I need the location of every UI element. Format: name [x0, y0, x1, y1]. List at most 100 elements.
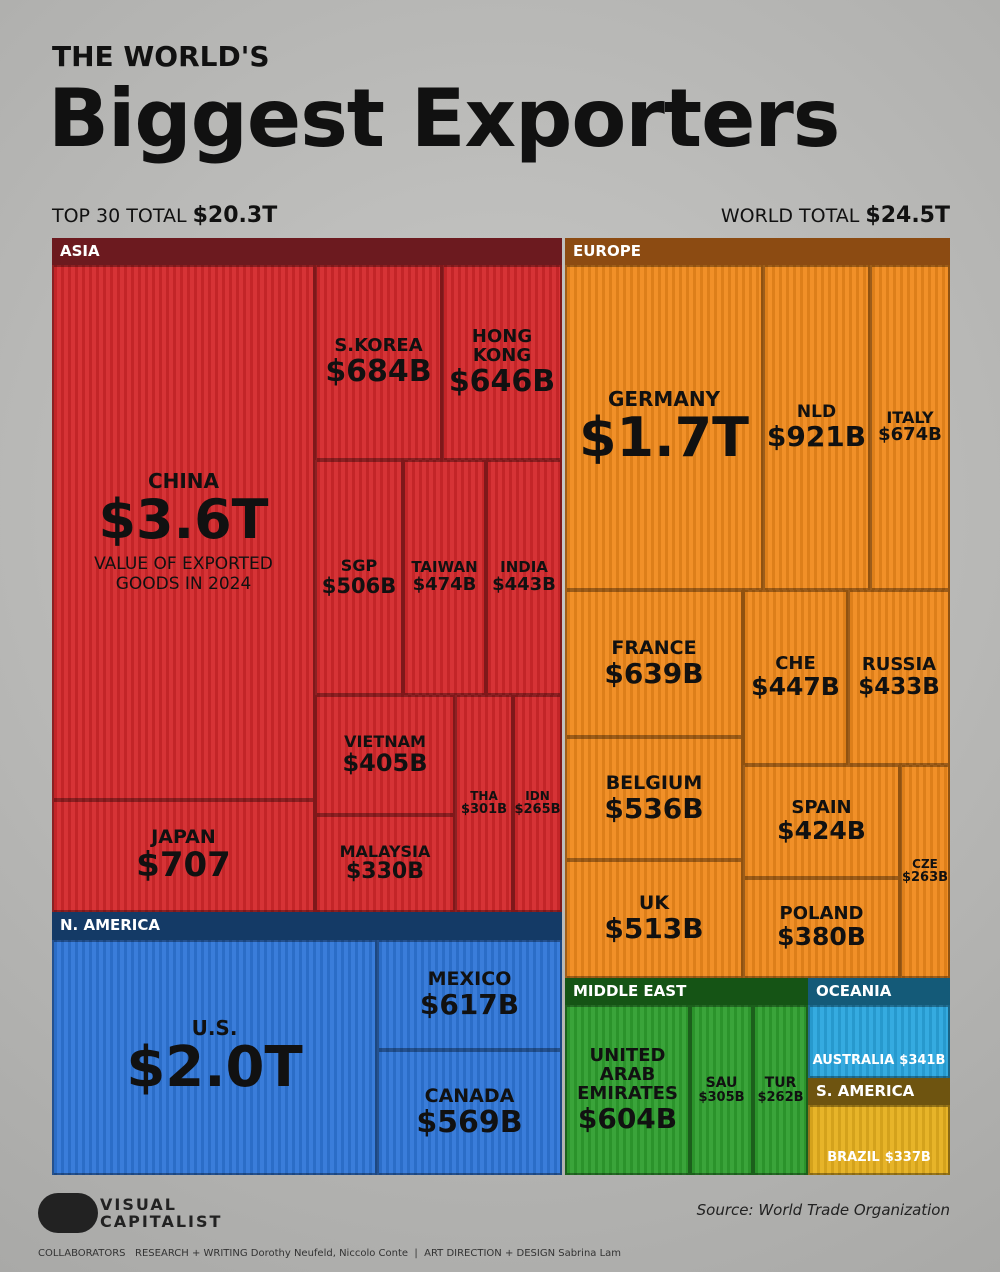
treemap-cell: UNITED ARAB EMIRATES $604B [565, 1005, 690, 1175]
country-name: ITALY [886, 407, 934, 427]
value-label: $3.6T [98, 487, 269, 551]
top-total-value: $20.3T [192, 203, 278, 228]
value-label: $405B [342, 748, 428, 777]
value-label: $506B [321, 573, 397, 598]
value-label: $604B [577, 1101, 678, 1135]
value-label: $639B [604, 656, 704, 690]
country-name: NLD [796, 401, 837, 422]
treemap-cell: BELGIUM $536B [565, 737, 743, 860]
treemap-cell: RUSSIA $433B [848, 590, 950, 765]
treemap-cell: SPAIN $424B [743, 765, 900, 878]
value-label: $301B [460, 801, 508, 817]
treemap-cell: TAIWAN $474B [403, 460, 486, 695]
region-header: ASIA [52, 238, 562, 265]
treemap-cell: FRANCE $639B [565, 590, 743, 737]
region-header: EUROPE [565, 238, 950, 265]
logo-mark [38, 1193, 98, 1233]
country-name: UNITED ARAB EMIRATES [577, 1044, 678, 1104]
value-label: $474B [412, 573, 477, 595]
value-label: $2.0T [126, 1034, 303, 1100]
country-name: SGP [340, 556, 378, 576]
region-header: S. AMERICA [808, 1078, 950, 1105]
treemap-cell: HONG KONG $646B [442, 265, 562, 460]
country-name: U.S. [191, 1015, 238, 1040]
region-header: N. AMERICA [52, 912, 562, 940]
value-label: $684B [325, 354, 432, 390]
value-label: $513B [604, 912, 704, 946]
treemap-cell: JAPAN $707 [52, 800, 315, 912]
country-name: CHE [775, 652, 816, 674]
country-name: CANADA [424, 1084, 515, 1107]
country-name: BRAZIL [827, 1150, 880, 1166]
value-label: $674B [878, 424, 942, 446]
value-label: $305B [698, 1089, 745, 1105]
value-label: $617B [419, 988, 520, 1022]
treemap-cell: U.S. $2.0T [52, 940, 377, 1175]
treemap-cell: MEXICO $617B [377, 940, 562, 1050]
treemap-cell: CANADA $569B [377, 1050, 562, 1175]
source: Source: World Trade Organization [696, 1201, 950, 1219]
value-label: $443B [492, 573, 556, 595]
treemap-cell: MALAYSIA $330B [315, 815, 455, 912]
treemap-cell: AUSTRALIA $341B [808, 1005, 950, 1078]
value-label: $330B [346, 859, 424, 885]
treemap-cell: GERMANY $1.7T [565, 265, 763, 590]
world-total: WORLD TOTAL $24.5T [721, 203, 950, 228]
value-label: $263B [901, 869, 949, 885]
value-label: $265B [514, 801, 561, 817]
country-name: VIETNAM [344, 732, 426, 751]
country-name: POLAND [779, 903, 864, 925]
value-label: $569B [416, 1104, 523, 1140]
credits: COLLABORATORS RESEARCH + WRITING Dorothy… [38, 1248, 622, 1259]
treemap-cell: UK $513B [565, 860, 743, 978]
country-name: GERMANY [607, 386, 721, 411]
country-name: SPAIN [791, 796, 852, 818]
treemap-cell: THA $301B [455, 695, 513, 912]
treemap-cell: VIETNAM $405B [315, 695, 455, 815]
world-total-value: $24.5T [865, 203, 950, 228]
treemap-cell: BRAZIL $337B [808, 1105, 950, 1175]
value-label: $433B [858, 673, 940, 700]
country-name: SAU [705, 1074, 738, 1091]
treemap-cell: SGP $506B [315, 460, 403, 695]
region-header: MIDDLE EAST [565, 978, 808, 1005]
treemap-cell: INDIA $443B [486, 460, 562, 695]
value-label: $262B [757, 1089, 804, 1105]
value-label: $447B [751, 671, 840, 701]
brand: VISUAL CAPITALIST [100, 1195, 223, 1231]
world-total-label: WORLD TOTAL [720, 205, 860, 227]
country-name: UK [638, 892, 670, 915]
treemap-cell: CHE $447B [743, 590, 848, 765]
value-label: $707 [136, 845, 231, 886]
treemap-cell: NLD $921B [763, 265, 870, 590]
top-total: TOP 30 TOTAL $20.3T [52, 203, 277, 228]
value-label: $424B [777, 815, 866, 845]
country-name: BELGIUM [605, 771, 703, 794]
country-name: JAPAN [151, 826, 216, 849]
treemap-cell: IDN $265B [513, 695, 562, 912]
country-name: MALAYSIA [339, 841, 431, 861]
value-label: $1.7T [578, 405, 750, 469]
country-name: TAIWAN [411, 558, 478, 577]
value-label: $536B [604, 791, 704, 825]
country-name: AUSTRALIA [812, 1053, 895, 1069]
note: VALUE OF EXPORTED GOODS IN 2024 [94, 554, 273, 595]
value-label: $337B [884, 1150, 931, 1166]
country-name: S.KOREA [334, 335, 423, 357]
treemap-cell: CHINA $3.6T VALUE OF EXPORTED GOODS IN 202… [52, 265, 315, 800]
treemap-cell: CZE $263B [900, 765, 950, 978]
country-name: CHINA [147, 468, 220, 493]
treemap-cell: ITALY $674B [870, 265, 950, 590]
country-name: INDIA [500, 558, 548, 577]
top-total-label: TOP 30 TOTAL [52, 205, 187, 227]
country-name: THA [470, 789, 498, 804]
treemap-cell: SAU $305B [690, 1005, 753, 1175]
treemap-cell: TUR $262B [753, 1005, 808, 1175]
value-label: $341B [899, 1053, 946, 1069]
country-name: MEXICO [427, 968, 512, 991]
chart-title: Biggest Exporters [48, 72, 840, 165]
country-name: TUR [764, 1074, 797, 1091]
country-name: HONG KONG [471, 325, 533, 366]
